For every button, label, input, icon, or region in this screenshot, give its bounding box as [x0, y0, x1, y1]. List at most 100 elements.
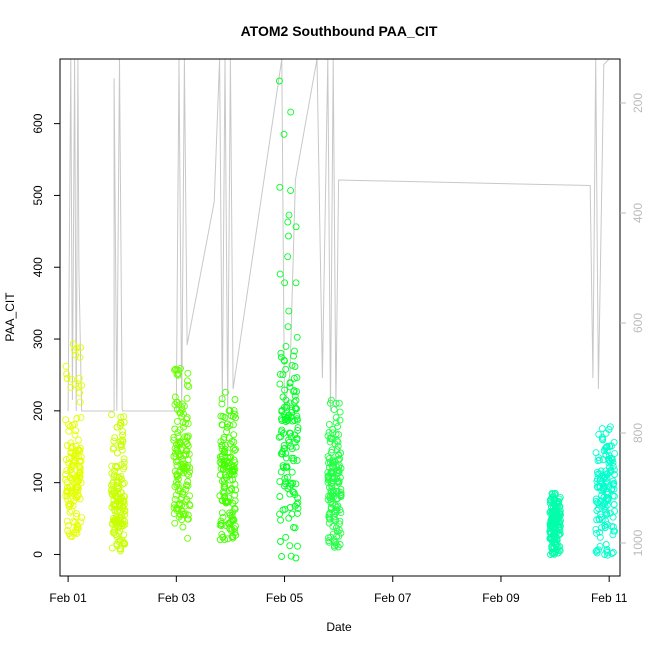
data-point: [184, 511, 192, 519]
data-point: [115, 516, 122, 524]
x-tick-label: Feb 01: [49, 591, 87, 605]
data-point: [225, 471, 233, 479]
data-point: [117, 418, 125, 426]
data-point: [276, 270, 284, 278]
data-point: [333, 532, 341, 540]
data-point: [176, 485, 183, 493]
data-point: [184, 432, 192, 440]
data-point: [331, 501, 339, 509]
data-point: [294, 542, 301, 550]
data-point: [222, 388, 229, 396]
data-point: [114, 482, 122, 490]
data-point: [110, 437, 118, 445]
data-point: [610, 501, 618, 508]
data-point: [73, 415, 81, 422]
data-point: [611, 471, 618, 478]
data-point: [324, 468, 332, 476]
x-tick-label: Feb 03: [158, 591, 196, 605]
data-point: [293, 388, 301, 396]
data-point: [285, 514, 293, 522]
data-point: [111, 462, 119, 470]
data-point: [69, 518, 77, 526]
data-point: [600, 482, 608, 489]
data-point: [113, 449, 121, 457]
data-point: [605, 457, 613, 464]
x-tick-label: Feb 07: [374, 591, 412, 605]
data-point: [184, 515, 192, 523]
data-point: [335, 532, 343, 540]
data-point: [602, 429, 610, 437]
data-point: [280, 130, 288, 138]
data-point: [74, 446, 82, 454]
data-point: [327, 495, 335, 503]
data-point: [63, 467, 71, 475]
data-point: [292, 443, 300, 451]
data-point: [183, 377, 191, 385]
y-tick-label: 600: [31, 113, 45, 133]
data-point: [288, 409, 296, 416]
data-point: [64, 484, 72, 491]
data-point: [596, 533, 604, 541]
data-point: [63, 478, 71, 486]
data-point: [277, 538, 284, 545]
data-point: [70, 420, 78, 428]
data-point: [117, 441, 125, 449]
data-point: [285, 211, 293, 219]
data-point: [71, 519, 79, 526]
data-point: [282, 454, 290, 462]
data-point: [75, 436, 83, 444]
data-point: [603, 545, 611, 553]
data-point: [117, 472, 125, 480]
right-tick-label: 800: [631, 423, 645, 443]
data-point: [71, 475, 79, 483]
data-point: [292, 480, 300, 488]
data-point: [284, 253, 292, 261]
data-point: [333, 437, 341, 445]
data-point: [290, 488, 298, 496]
data-point: [218, 477, 226, 485]
data-point: [76, 353, 84, 361]
data-point: [293, 416, 301, 424]
y-tick-label: 100: [31, 472, 45, 492]
data-point: [280, 441, 288, 449]
data-point: [553, 499, 561, 507]
data-point: [556, 547, 564, 555]
data-point: [113, 423, 121, 431]
data-point: [117, 413, 125, 421]
data-point: [286, 383, 294, 391]
data-point: [550, 538, 558, 546]
data-point: [593, 507, 601, 514]
data-point: [217, 517, 225, 525]
data-point: [75, 462, 83, 470]
data-point: [174, 472, 182, 480]
data-point: [290, 523, 297, 531]
data-point: [281, 480, 289, 488]
data-point: [336, 408, 344, 416]
data-point: [326, 515, 334, 523]
data-point: [603, 443, 611, 451]
data-point: [68, 507, 76, 515]
data-point: [173, 461, 181, 469]
data-point: [173, 366, 181, 374]
data-point: [174, 480, 182, 488]
data-point: [171, 366, 179, 374]
data-point: [178, 494, 186, 501]
data-point: [224, 498, 232, 506]
data-point: [69, 340, 77, 348]
data-point: [113, 473, 121, 481]
data-point: [280, 403, 288, 411]
right-tick-label: 600: [631, 313, 645, 333]
data-point: [184, 478, 192, 485]
data-point: [330, 537, 338, 545]
data-point: [333, 467, 341, 474]
data-point: [74, 486, 82, 494]
data-point: [66, 500, 74, 508]
data-point: [224, 535, 232, 543]
data-point: [598, 425, 606, 433]
data-point: [181, 498, 189, 506]
data-point: [219, 533, 227, 541]
data-point: [291, 363, 299, 370]
data-point: [178, 508, 186, 515]
data-point: [110, 473, 118, 481]
data-point: [329, 456, 337, 464]
